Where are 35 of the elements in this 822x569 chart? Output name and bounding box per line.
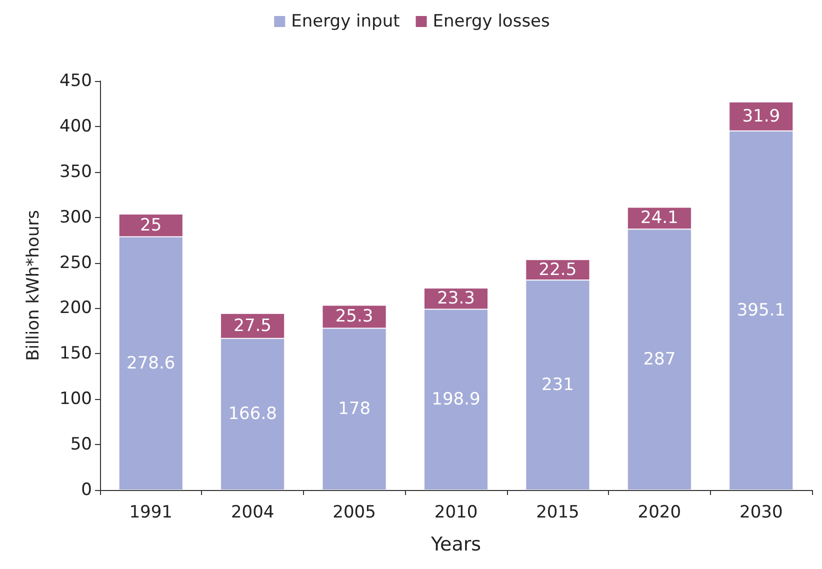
- y-tick-label: 450: [60, 71, 92, 91]
- x-tick-label: 2020: [638, 502, 682, 522]
- y-tick-label: 350: [60, 162, 92, 182]
- data-label: 24.1: [640, 208, 678, 228]
- data-label: 31.9: [742, 106, 780, 126]
- legend-label: Energy input: [291, 12, 400, 32]
- x-tick-label: 2010: [434, 502, 478, 522]
- legend-label: Energy losses: [432, 12, 550, 32]
- data-label: 178: [338, 399, 371, 420]
- data-label: 395.1: [736, 300, 786, 320]
- data-label: 22.5: [538, 260, 577, 280]
- data-label: 278.6: [126, 353, 176, 374]
- data-label: 198.9: [432, 390, 480, 410]
- data-label: 27.5: [234, 316, 272, 336]
- y-tick-label: 100: [60, 389, 92, 410]
- data-label: 25.3: [335, 306, 374, 327]
- y-tick-label: 150: [60, 344, 92, 364]
- data-label: 23.3: [437, 288, 475, 309]
- y-tick-label: 50: [70, 434, 92, 455]
- y-tick-label: 300: [60, 207, 92, 228]
- x-tick-label: 1991: [129, 502, 172, 522]
- data-label: 287: [643, 350, 676, 370]
- data-label: 231: [541, 375, 574, 396]
- x-tick-label: 2005: [332, 502, 376, 522]
- y-tick-label: 400: [60, 116, 92, 136]
- x-tick-label: 2030: [740, 502, 783, 522]
- y-tick-label: 0: [81, 480, 92, 500]
- y-axis-title: Billion kWh*hours: [24, 210, 44, 361]
- x-tick-label: 2004: [230, 502, 274, 522]
- data-label: 25: [140, 215, 162, 236]
- x-axis-title: Years: [430, 534, 482, 556]
- y-tick-label: 250: [60, 252, 92, 273]
- x-tick-label: 2015: [536, 502, 580, 522]
- y-tick-label: 200: [60, 298, 92, 318]
- data-label: 166.8: [228, 404, 277, 424]
